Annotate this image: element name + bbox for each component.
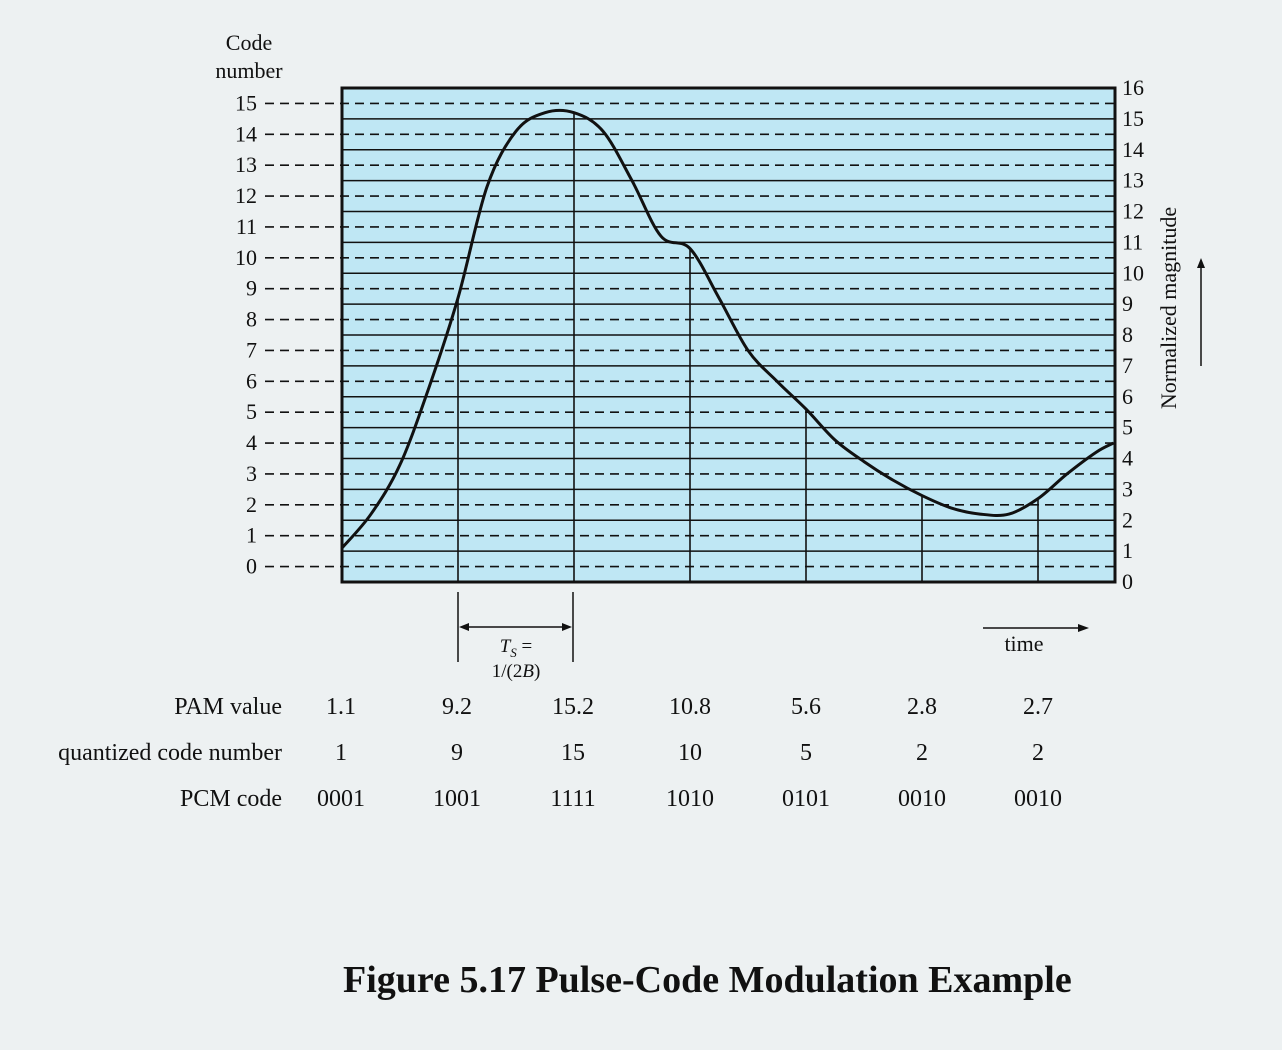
pam-value-5: 2.8 bbox=[907, 694, 937, 720]
figure-caption: Figure 5.17 Pulse-Code Modulation Exampl… bbox=[343, 959, 1072, 1001]
pam-value-6: 2.7 bbox=[1023, 694, 1053, 720]
left-tick-9: 9 bbox=[246, 276, 257, 301]
right-tick-1: 1 bbox=[1122, 538, 1133, 563]
pam-value-4: 5.6 bbox=[791, 694, 821, 720]
code-value-6: 2 bbox=[1032, 740, 1044, 766]
right-tick-11: 11 bbox=[1122, 229, 1143, 254]
signal-curve bbox=[340, 108, 1115, 550]
left-tick-14: 14 bbox=[235, 121, 257, 146]
right-tick-15: 15 bbox=[1122, 106, 1144, 131]
pam-value-2: 15.2 bbox=[552, 694, 594, 720]
right-tick-14: 14 bbox=[1122, 137, 1144, 162]
left-tick-1: 1 bbox=[246, 523, 257, 548]
left-tick-2: 2 bbox=[246, 492, 257, 517]
code-value-0: 1 bbox=[335, 740, 347, 766]
right-tick-13: 13 bbox=[1122, 168, 1144, 193]
ts-label: TS = bbox=[500, 636, 533, 660]
right-tick-6: 6 bbox=[1122, 384, 1133, 409]
code-value-5: 2 bbox=[916, 740, 928, 766]
up-arrow-icon bbox=[1197, 258, 1205, 366]
pam-row-label: PAM value bbox=[174, 694, 282, 720]
left-axis-title-line1: Code bbox=[226, 30, 272, 55]
right-tick-0: 0 bbox=[1122, 569, 1133, 594]
pcm-value-6: 0010 bbox=[1014, 786, 1062, 812]
pam-value-0: 1.1 bbox=[326, 694, 356, 720]
left-tick-7: 7 bbox=[246, 337, 257, 362]
pcm-value-4: 0101 bbox=[782, 786, 830, 812]
right-tick-3: 3 bbox=[1122, 476, 1133, 501]
code-value-4: 5 bbox=[800, 740, 812, 766]
left-tick-4: 4 bbox=[246, 430, 257, 455]
ts-formula: 1/(2B) bbox=[492, 661, 541, 682]
pcm-value-5: 0010 bbox=[898, 786, 946, 812]
right-tick-12: 12 bbox=[1122, 199, 1144, 224]
code-value-2: 15 bbox=[561, 740, 585, 766]
pam-value-3: 10.8 bbox=[669, 694, 711, 720]
pcm-value-2: 1111 bbox=[550, 786, 596, 812]
right-tick-8: 8 bbox=[1122, 322, 1133, 347]
right-axis-title: Normalized magnitude bbox=[1156, 207, 1181, 409]
left-tick-0: 0 bbox=[246, 554, 257, 579]
code-value-1: 9 bbox=[451, 740, 463, 766]
left-tick-3: 3 bbox=[246, 461, 257, 486]
left-tick-12: 12 bbox=[235, 183, 257, 208]
pcm-value-0: 0001 bbox=[317, 786, 365, 812]
pam-value-1: 9.2 bbox=[442, 694, 472, 720]
left-tick-11: 11 bbox=[236, 214, 257, 239]
quantization-levels bbox=[342, 118, 1115, 552]
right-tick-7: 7 bbox=[1122, 353, 1133, 378]
left-tick-10: 10 bbox=[235, 245, 257, 270]
right-tick-9: 9 bbox=[1122, 291, 1133, 316]
right-tick-5: 5 bbox=[1122, 415, 1133, 440]
left-tick-8: 8 bbox=[246, 307, 257, 332]
left-axis-title-line2: number bbox=[215, 58, 283, 83]
right-tick-16: 16 bbox=[1122, 75, 1144, 100]
pcm-row-label: PCM code bbox=[180, 786, 282, 812]
time-arrow-icon bbox=[983, 624, 1089, 632]
pcm-value-3: 1010 bbox=[666, 786, 714, 812]
right-tick-4: 4 bbox=[1122, 446, 1133, 471]
time-label: time bbox=[1004, 631, 1043, 656]
sample-stems bbox=[341, 112, 1039, 582]
right-tick-10: 10 bbox=[1122, 260, 1144, 285]
code-row-label: quantized code number bbox=[58, 740, 282, 766]
right-tick-2: 2 bbox=[1122, 507, 1133, 532]
left-tick-5: 5 bbox=[246, 399, 257, 424]
code-value-3: 10 bbox=[678, 740, 702, 766]
left-tick-15: 15 bbox=[235, 90, 257, 115]
pcm-value-1: 1001 bbox=[433, 786, 481, 812]
sample-interval-marker bbox=[457, 592, 574, 662]
left-tick-13: 13 bbox=[235, 152, 257, 177]
left-tick-6: 6 bbox=[246, 368, 257, 393]
